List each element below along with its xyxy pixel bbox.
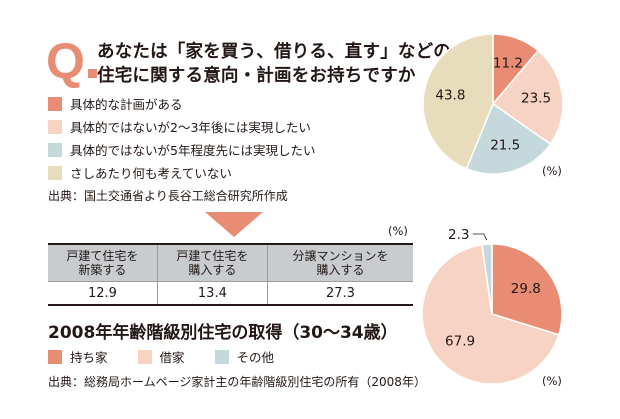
- legend-swatch: [214, 349, 229, 364]
- source-2: 出典：総務局ホームページ家計主の年齢階級別住宅の所有（2008年）: [48, 375, 426, 389]
- legend-label: さしあたり何も考えていない: [70, 166, 232, 181]
- pie-slice-label: 29.8: [511, 281, 541, 297]
- pie-chart-intent: 11.2 23.5 21.5 43.8: [422, 33, 564, 175]
- legend-swatch: [48, 119, 62, 134]
- table-cell: 13.4: [156, 281, 268, 306]
- table-unit: (%): [388, 224, 408, 238]
- source-1: 出典：国土交通省より長谷工総合研究所作成: [48, 189, 288, 203]
- table-cell: 12.9: [48, 281, 158, 306]
- legend-swatch: [48, 165, 62, 180]
- legend-swatch: [48, 349, 62, 364]
- pie-chart-housing: 29.8 67.9 2.3: [421, 227, 563, 385]
- table-header: 戸建て住宅を 購入する: [156, 243, 268, 282]
- pie-slice-label: 21.5: [490, 138, 520, 154]
- legend1-item-2-3-years: 具体的ではないが2〜3年後には実現したい: [48, 117, 311, 136]
- question-mark: Q: [46, 36, 97, 86]
- question-line-2: 住宅に関する意向・計画をお持ちですか: [97, 66, 416, 86]
- table-header: 戸建て住宅を 新築する: [48, 243, 158, 282]
- header-text: 分譲マンションを 購入する: [292, 249, 389, 277]
- pie2-unit: (%): [542, 374, 562, 388]
- legend-label: 具体的な計画がある: [70, 97, 183, 112]
- legend2: 持ち家 借家 その他: [48, 347, 304, 366]
- header-text: 戸建て住宅を 新築する: [66, 249, 139, 277]
- legend2-item-owned: 持ち家: [48, 347, 108, 366]
- pie-slice-label: 2.3: [448, 227, 469, 243]
- down-arrow-icon: [205, 212, 263, 237]
- pie-slice: [421, 243, 560, 385]
- pie-slice: [465, 102, 552, 175]
- legend1-item-none: さしあたり何も考えていない: [48, 163, 232, 182]
- pie-slice: [491, 243, 563, 336]
- pie-slice-label: 67.9: [445, 333, 475, 349]
- pie-slice: [491, 49, 564, 146]
- question-line-1: あなたは「家を買う、借りる、直す」などの: [97, 42, 451, 62]
- legend2-item-rented: 借家: [137, 347, 185, 366]
- legend-swatch: [137, 349, 152, 364]
- legend1-item-5-years: 具体的ではないが5年程度先には実現したい: [48, 140, 315, 159]
- pie-slice: [422, 33, 494, 170]
- legend-label: その他: [236, 350, 275, 365]
- pie-slice: [481, 243, 493, 315]
- legend-label: 借家: [159, 350, 185, 365]
- legend-label: 持ち家: [70, 350, 108, 365]
- pie-slice-label: 23.5: [521, 90, 551, 106]
- legend-swatch: [48, 96, 62, 111]
- legend2-item-other: その他: [214, 347, 275, 366]
- section-title-2: 2008年年齢階級別住宅の取得（30〜34歳）: [48, 323, 398, 343]
- header-text: 戸建て住宅を 購入する: [176, 249, 249, 277]
- question-dot: [87, 69, 97, 78]
- legend-label: 具体的ではないが2〜3年後には実現したい: [70, 120, 311, 135]
- purchase-intent-table: 戸建て住宅を 新築する 戸建て住宅を 購入する 分譲マンションを 購入する 12.9 …: [48, 243, 413, 306]
- table-row: 12.9 13.4 27.3: [48, 281, 413, 306]
- pie-leader-line: [472, 233, 488, 241]
- legend1-item-planned: 具体的な計画がある: [48, 94, 183, 113]
- table-header: 分譲マンションを 購入する: [266, 243, 413, 282]
- table-cell: 27.3: [266, 281, 413, 306]
- table-header-row: 戸建て住宅を 新築する 戸建て住宅を 購入する 分譲マンションを 購入する: [48, 243, 413, 282]
- pie-slice-label: 11.2: [493, 55, 523, 71]
- legend-label: 具体的ではないが5年程度先には実現したい: [70, 143, 316, 158]
- legend-swatch: [48, 142, 62, 157]
- pie-slice-label: 43.8: [435, 88, 465, 104]
- pie1-unit: (%): [542, 164, 562, 178]
